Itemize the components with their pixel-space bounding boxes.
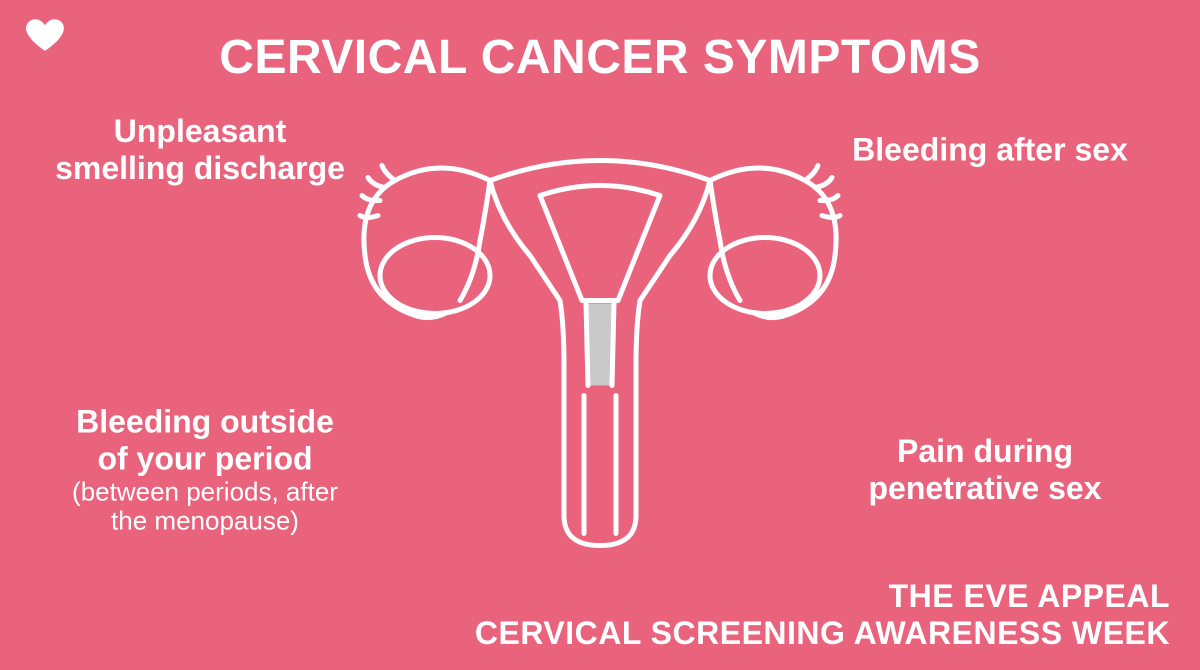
symptom-text: Bleeding after sex <box>852 132 1128 168</box>
symptom-text: Pain duringpenetrative sex <box>868 433 1101 506</box>
symptom-text: Unpleasantsmelling discharge <box>55 113 345 186</box>
infographic-canvas: CERVICAL CANCER SYMPTOMS <box>0 0 1200 670</box>
symptom-top-right: Bleeding after sex <box>810 132 1170 169</box>
symptom-subtext: (between periods, afterthe menopause) <box>25 477 385 537</box>
page-title: CERVICAL CANCER SYMPTOMS <box>0 30 1200 85</box>
symptom-top-left: Unpleasantsmelling discharge <box>20 113 380 187</box>
symptom-bottom-left: Bleeding outsideof your period (between … <box>25 403 385 536</box>
footer-line-1: THE EVE APPEAL <box>475 578 1170 615</box>
symptom-bottom-right: Pain duringpenetrative sex <box>805 433 1165 507</box>
uterus-diagram <box>340 126 860 571</box>
symptom-text: Bleeding outsideof your period <box>76 403 334 476</box>
footer-line-2: CERVICAL SCREENING AWARENESS WEEK <box>475 615 1170 652</box>
footer-credit: THE EVE APPEAL CERVICAL SCREENING AWAREN… <box>475 578 1170 652</box>
